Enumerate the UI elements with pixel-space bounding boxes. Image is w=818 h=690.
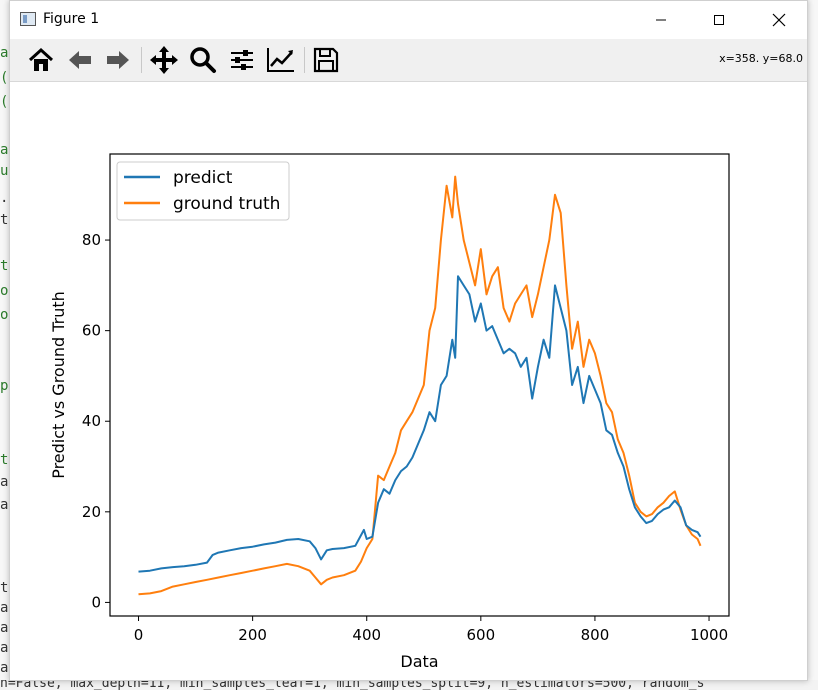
background-terminal-char: a <box>0 142 9 158</box>
background-terminal-char: o <box>0 283 9 299</box>
maximize-button[interactable] <box>696 1 742 39</box>
x-tick-label: 200 <box>238 626 267 644</box>
background-terminal-char: ( <box>0 94 9 110</box>
x-axis-label: Data <box>400 652 438 671</box>
figure-window: Figure 1 <box>9 0 808 681</box>
app-icon <box>20 12 36 26</box>
background-terminal-char: . <box>0 190 9 206</box>
background-terminal-char: o <box>0 307 9 323</box>
background-terminal-char: ( <box>0 70 9 86</box>
cursor-coordinates-readout: x=358. y=68.0 <box>719 52 803 65</box>
window-title: Figure 1 <box>43 11 100 27</box>
y-tick-label: 80 <box>82 231 101 249</box>
background-terminal-char: t <box>0 452 9 468</box>
x-tick-label: 600 <box>467 626 496 644</box>
minimize-icon <box>656 19 666 21</box>
background-terminal-bottom-text: n=False, max_depth=11, min_samples_leaf=… <box>0 680 705 690</box>
background-terminal-bottom: n=False, max_depth=11, min_samples_leaf=… <box>0 680 818 690</box>
zoom-button[interactable] <box>187 44 219 76</box>
background-terminal-left <box>0 0 10 690</box>
home-icon <box>28 47 54 71</box>
toolbar-separator <box>304 47 305 73</box>
axes-frame <box>109 153 730 617</box>
y-tick-label: 20 <box>82 503 101 521</box>
background-terminal-char: a <box>0 620 9 636</box>
back-button[interactable] <box>64 44 96 76</box>
pan-icon <box>150 46 178 74</box>
edit-axis-icon <box>267 48 294 72</box>
background-terminal-char: a <box>0 640 9 656</box>
y-axis-label: Predict vs Ground Truth <box>49 291 68 479</box>
series-line-predict <box>138 275 702 573</box>
forward-button[interactable] <box>102 44 134 76</box>
minimize-button[interactable] <box>638 1 684 39</box>
home-button[interactable] <box>25 44 57 76</box>
forward-arrow-icon <box>107 51 129 69</box>
x-tick-label: 400 <box>352 626 381 644</box>
close-icon <box>772 13 786 27</box>
pan-button[interactable] <box>148 44 180 76</box>
figure-canvas[interactable]: 0 200 400 600 800 1000 0 20 40 60 80 Data Predict vs… <box>10 82 807 680</box>
background-terminal-char: a <box>0 45 9 61</box>
x-tick-label: 0 <box>134 626 144 644</box>
toolbar-separator <box>141 47 142 73</box>
legend-label-ground-truth: ground truth <box>173 194 280 214</box>
line-chart: 0 200 400 600 800 1000 0 20 40 60 80 Data Predict vs… <box>49 153 730 671</box>
back-arrow-icon <box>69 51 91 69</box>
save-icon <box>313 47 339 73</box>
background-terminal-char: p <box>0 378 9 394</box>
x-tick-label: 1000 <box>690 626 728 644</box>
background-terminal-right <box>808 0 818 690</box>
edit-axis-button[interactable] <box>265 44 297 76</box>
maximize-icon <box>714 15 724 25</box>
background-terminal-char: a <box>0 600 9 616</box>
background-terminal-char: t <box>0 580 9 596</box>
background-terminal-char: u <box>0 163 9 179</box>
navigation-toolbar: x=358. y=68.0 <box>10 39 807 82</box>
save-button[interactable] <box>310 44 342 76</box>
background-terminal-char: a <box>0 660 9 676</box>
close-button[interactable] <box>756 1 802 39</box>
title-bar[interactable]: Figure 1 <box>10 1 807 39</box>
background-terminal-char: a <box>0 474 9 490</box>
zoom-icon <box>190 47 216 73</box>
series-line-ground-truth <box>138 175 702 596</box>
background-terminal-char: t <box>0 258 9 274</box>
legend-label-predict: predict <box>173 168 233 188</box>
x-tick-label: 800 <box>581 626 610 644</box>
y-tick-label: 0 <box>91 593 101 611</box>
y-tick-label: 40 <box>82 412 101 430</box>
background-terminal-char: a <box>0 497 9 513</box>
subplots-config-icon <box>231 50 253 70</box>
y-tick-label: 60 <box>82 322 101 340</box>
configure-subplots-button[interactable] <box>226 44 258 76</box>
background-terminal-char: t <box>0 212 9 228</box>
